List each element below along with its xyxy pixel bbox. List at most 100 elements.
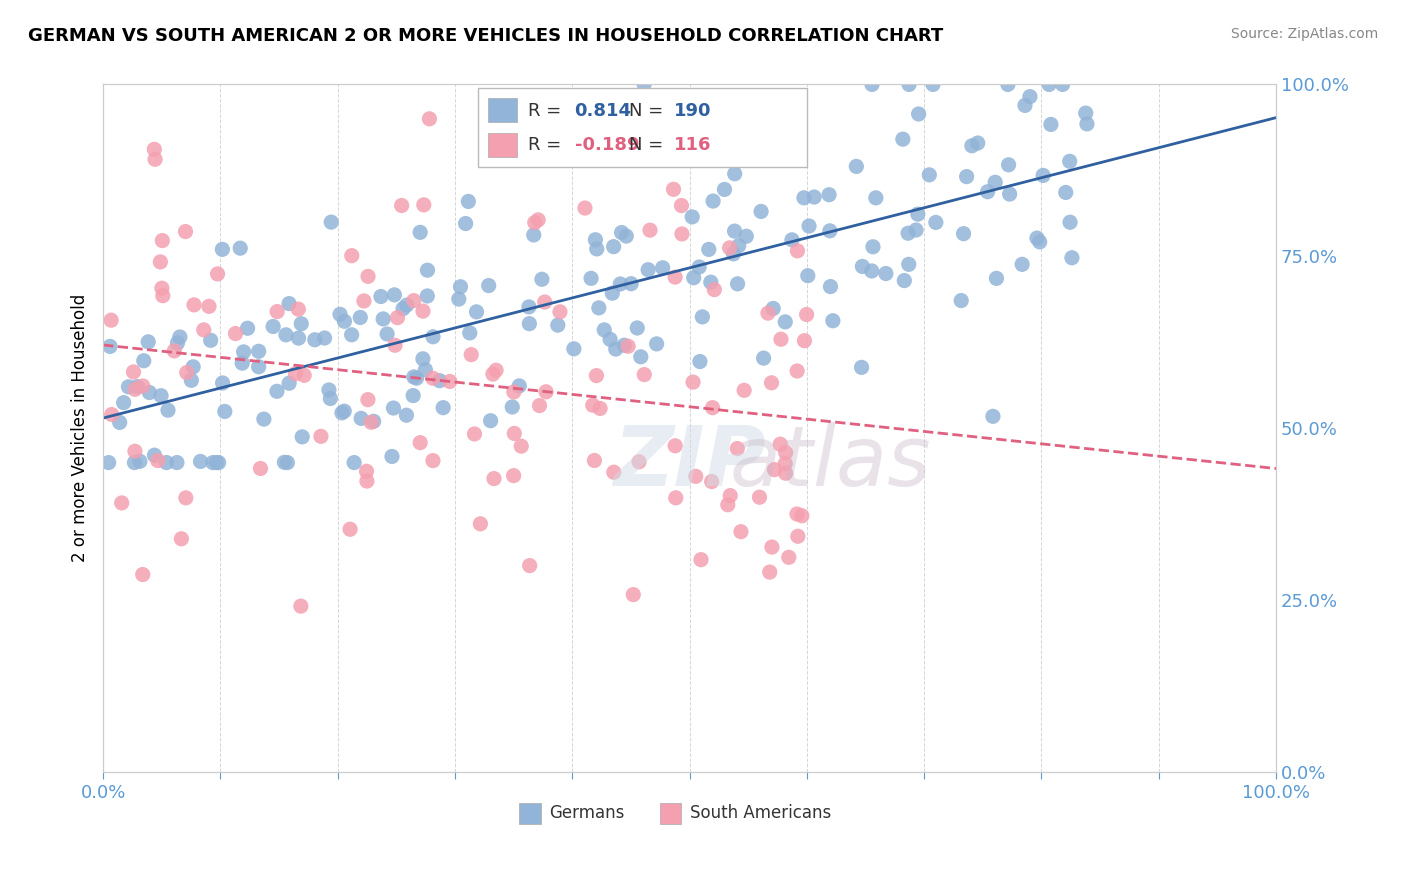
Point [724,167,747,181]
Point [682,375,704,389]
Point [395,298,418,312]
Point [391,198,413,212]
Point [1059,215,1081,229]
Bar [519,803,540,823]
Point [645,337,668,351]
Bar [488,98,517,122]
Point [290,317,312,331]
Point [225,326,247,341]
Point [357,269,380,284]
Point [482,367,505,381]
Point [1038,78,1060,92]
Point [955,169,977,184]
Point [205,456,228,470]
Point [735,229,758,244]
Point [321,215,343,229]
Point [723,247,745,261]
Y-axis label: 2 or more Vehicles in Household: 2 or more Vehicles in Household [72,294,89,562]
Point [723,224,745,238]
Point [905,223,928,237]
Point [132,567,155,582]
Point [976,185,998,199]
Point [211,243,233,257]
Point [1074,106,1097,120]
Point [562,342,585,356]
Point [662,182,685,196]
Text: 190: 190 [675,102,711,120]
Point [201,456,224,470]
Point [432,401,454,415]
Text: ZIP: ZIP [613,422,766,503]
Point [637,262,659,277]
Point [150,389,173,403]
Point [517,317,540,331]
Point [333,404,356,418]
Point [124,456,146,470]
Text: 0.814: 0.814 [575,102,631,120]
Point [508,379,530,393]
Point [749,204,772,219]
Point [517,300,540,314]
Point [479,414,502,428]
Point [893,274,915,288]
Point [276,456,298,470]
Point [163,343,186,358]
Point [482,472,505,486]
Point [689,354,711,368]
Point [533,295,555,310]
Point [702,194,724,208]
Point [170,532,193,546]
Point [333,314,356,328]
Point [412,304,434,318]
Point [249,461,271,475]
Point [478,278,501,293]
Point [574,201,596,215]
Point [685,469,707,483]
Point [1011,257,1033,271]
Point [860,264,883,278]
Point [198,299,221,313]
Point [1026,231,1049,245]
Point [768,153,790,168]
Point [458,326,481,340]
Point [143,448,166,462]
Point [180,373,202,387]
Point [918,168,941,182]
Point [349,310,371,325]
Point [485,363,508,377]
Point [360,415,382,429]
Point [997,158,1019,172]
FancyBboxPatch shape [478,88,807,167]
Point [818,224,841,238]
Point [638,223,661,237]
Point [287,302,309,317]
Point [382,401,405,415]
Point [1059,154,1081,169]
Point [309,429,332,443]
Point [851,260,873,274]
Point [527,213,550,227]
Point [727,277,749,291]
Point [183,298,205,312]
Point [688,260,710,274]
Point [780,233,803,247]
Point [273,455,295,469]
Point [176,366,198,380]
Point [412,198,434,212]
Point [725,442,748,456]
Point [127,379,149,393]
Point [589,401,612,416]
Point [713,182,735,196]
Text: N =: N = [628,102,669,120]
Point [409,435,432,450]
Point [356,474,378,488]
Point [1060,251,1083,265]
Point [232,344,254,359]
Point [898,78,921,92]
Point [416,263,439,277]
Point [422,371,444,385]
Point [149,255,172,269]
Point [156,403,179,417]
Point [1014,98,1036,112]
Text: -0.189: -0.189 [575,136,640,154]
